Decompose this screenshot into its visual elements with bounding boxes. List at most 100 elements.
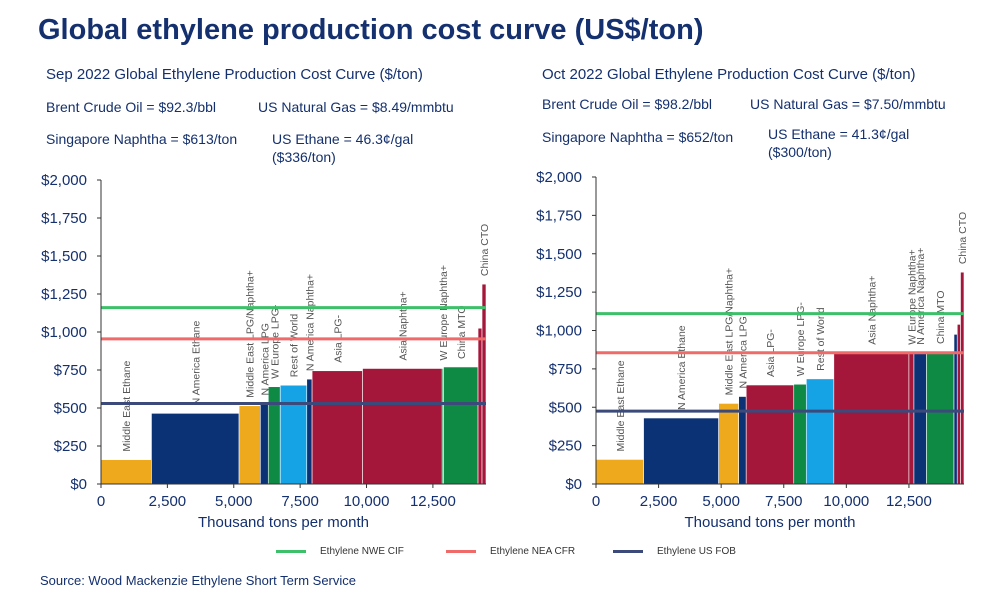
bar-label-n-america-naphtha: N America Naphtha+ xyxy=(304,274,316,371)
bar-segment-11 xyxy=(477,327,483,485)
bar-segment-12 xyxy=(956,324,961,485)
legend-swatch-us-fob xyxy=(613,550,643,553)
bar-label-middle-east-lpg-naphtha: Middle East LPG/Naphtha+ xyxy=(724,268,736,396)
bar-label-middle-east-ethane: Middle East Ethane xyxy=(615,360,627,451)
us-natural-gas-sep: US Natural Gas = $8.49/mmbtu xyxy=(258,99,454,115)
x-tick-label: 12,500 xyxy=(886,493,932,510)
y-tick-label: $1,500 xyxy=(41,248,87,265)
x-tick-label: 5,000 xyxy=(702,493,740,510)
bar-middle-east-lpg-naphtha xyxy=(238,405,261,485)
bar-label-china-cto: China CTO xyxy=(479,224,491,276)
legend-item-us-fob: Ethylene US FOB xyxy=(613,546,736,557)
bar-label-rest-of-world: Rest of World xyxy=(289,314,301,378)
y-tick-label: $1,000 xyxy=(41,324,87,341)
us-natural-gas-oct: US Natural Gas = $7.50/mmbtu xyxy=(750,96,946,112)
y-tick-label: $1,750 xyxy=(536,207,582,224)
x-tick-label: 0 xyxy=(592,493,600,510)
bar-label-n-america-ethane: N America Ethane xyxy=(676,325,688,410)
bar-label-n-america-ethane: N America Ethane xyxy=(190,321,202,406)
y-tick-label: $1,750 xyxy=(41,210,87,227)
legend-label-nwe-cif: Ethylene NWE CIF xyxy=(320,546,404,557)
bar-label-china-mto: China MTO xyxy=(935,290,947,344)
bar-asia-lpg xyxy=(311,370,363,485)
bar-china-cto xyxy=(960,271,965,485)
bar-label-w-europe-lpg: W Europe LPG- xyxy=(795,302,807,377)
bar-asia-naphtha xyxy=(362,368,443,485)
x-tick-label: 10,000 xyxy=(823,493,869,510)
bar-n-america-naphtha xyxy=(306,378,313,485)
legend-label-nea-cfr: Ethylene NEA CFR xyxy=(490,546,576,557)
x-tick-label: 2,500 xyxy=(640,493,678,510)
bar-w-europe-naphtha xyxy=(908,352,915,485)
cost-curve-chart-oct: Middle East Ethane N America Ethane Middle… xyxy=(536,169,969,531)
brent-crude-oct: Brent Crude Oil = $98.2/bbl xyxy=(542,96,713,112)
us-ethane-oct: US Ethane = 41.3¢/gal ($300/ton) xyxy=(768,125,909,161)
brent-crude-sep: Brent Crude Oil = $92.3/bbl xyxy=(46,99,217,115)
x-tick-label: 0 xyxy=(97,493,105,510)
bar-segment-11 xyxy=(953,334,958,485)
bar-middle-east-ethane xyxy=(100,459,152,485)
y-tick-label: $1,500 xyxy=(536,246,582,263)
y-tick-label: $2,000 xyxy=(536,169,582,186)
y-tick-label: $750 xyxy=(54,362,87,379)
bar-label-n-america-naphtha: N America Naphtha+ xyxy=(915,248,927,345)
y-tick-label: $2,000 xyxy=(41,172,87,189)
panel-title-sep: Sep 2022 Global Ethylene Production Cost… xyxy=(46,66,423,83)
bar-middle-east-ethane xyxy=(595,459,644,485)
page-title: Global ethylene production cost curve (U… xyxy=(38,14,704,46)
x-tick-label: 7,500 xyxy=(281,493,319,510)
bar-label-w-europe-lpg: W Europe LPG- xyxy=(269,304,281,379)
y-tick-label: $1,250 xyxy=(41,286,87,303)
legend-item-nwe-cif: Ethylene NWE CIF xyxy=(276,546,404,557)
bar-label-w-europe-naphtha: W Europe Naphtha+ xyxy=(906,249,918,344)
x-tick-label: 2,500 xyxy=(149,493,187,510)
bar-label-asia-naphtha: Asia Naphtha+ xyxy=(866,276,878,345)
bar-label-w-europe-naphtha: W Europe Naphtha+ xyxy=(438,265,450,360)
us-ethane-oct-line1: US Ethane = 41.3¢/gal xyxy=(768,126,910,142)
x-axis-title: Thousand tons per month xyxy=(685,514,856,531)
bar-asia-lpg xyxy=(745,384,795,485)
y-tick-label: $0 xyxy=(70,476,87,493)
us-ethane-sep-line1: US Ethane = 46.3¢/gal xyxy=(272,131,414,147)
legend-label-us-fob: Ethylene US FOB xyxy=(657,546,736,557)
x-tick-label: 5,000 xyxy=(215,493,253,510)
bar-china-mto xyxy=(443,366,479,485)
x-tick-label: 7,500 xyxy=(765,493,803,510)
y-tick-label: $1,000 xyxy=(536,323,582,340)
bar-rest-of-world xyxy=(279,384,308,485)
us-ethane-sep-line2: ($336/ton) xyxy=(272,149,336,165)
bar-middle-east-lpg-naphtha xyxy=(718,403,739,485)
x-axis-title: Thousand tons per month xyxy=(198,514,369,531)
bar-asia-naphtha xyxy=(833,352,910,485)
bar-n-america-lpg xyxy=(260,403,269,485)
bar-china-mto xyxy=(926,351,955,485)
x-tick-label: 12,500 xyxy=(410,493,456,510)
bar-rest-of-world xyxy=(805,378,835,485)
y-tick-label: $250 xyxy=(54,438,87,455)
bar-china-cto xyxy=(481,283,487,485)
bar-label-china-cto: China CTO xyxy=(957,212,969,264)
x-tick-label: 10,000 xyxy=(344,493,390,510)
bar-label-rest-of-world: Rest of World xyxy=(815,307,827,371)
bar-label-asia-naphtha: Asia Naphtha+ xyxy=(397,291,409,360)
bar-label-china-mto: China MTO xyxy=(456,305,468,359)
y-tick-label: $500 xyxy=(54,400,87,417)
legend-item-nea-cfr: Ethylene NEA CFR xyxy=(446,546,575,557)
panel-title-oct: Oct 2022 Global Ethylene Production Cost… xyxy=(542,66,916,83)
y-tick-label: $1,250 xyxy=(536,284,582,301)
y-tick-label: $250 xyxy=(549,438,582,455)
legend-swatch-nea-cfr xyxy=(446,550,476,553)
y-tick-label: $500 xyxy=(549,399,582,416)
y-tick-label: $0 xyxy=(565,476,582,493)
singapore-naphtha-sep: Singapore Naphtha = $613/ton xyxy=(46,131,238,147)
bar-w-europe-lpg xyxy=(267,386,281,485)
singapore-naphtha-oct: Singapore Naphtha = $652/ton xyxy=(542,129,734,145)
us-ethane-sep: US Ethane = 46.3¢/gal ($336/ton) xyxy=(272,130,413,166)
bar-w-europe-lpg xyxy=(793,383,807,485)
bar-n-america-naphtha xyxy=(913,352,927,485)
source-note: Source: Wood Mackenzie Ethylene Short Te… xyxy=(40,573,356,588)
bar-label-middle-east-lpg-naphtha: Middle East LPG/Naphtha+ xyxy=(245,270,257,398)
y-tick-label: $750 xyxy=(549,361,582,378)
legend-swatch-nwe-cif xyxy=(276,550,306,553)
